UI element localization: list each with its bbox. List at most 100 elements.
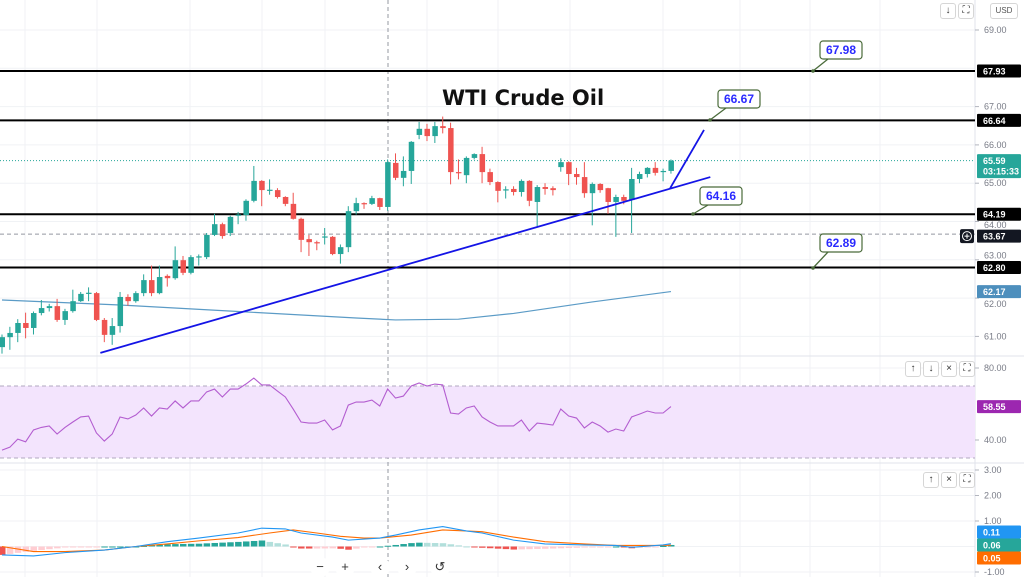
reset-chart-button[interactable]: ↺ <box>430 557 450 577</box>
candle-body <box>503 189 509 191</box>
callout-pointer <box>812 58 829 72</box>
level-badge-text: 66.64 <box>983 116 1006 126</box>
candle <box>432 121 438 143</box>
candle-body <box>574 174 580 178</box>
candle <box>337 244 344 264</box>
macd-histogram-bar <box>0 546 6 555</box>
candle <box>408 141 415 184</box>
trendline[interactable] <box>669 129 705 189</box>
price-axis[interactable]: 69.00 67.00 66.00 65.00 64.00 63.00 62.00 61.00… <box>960 25 1021 577</box>
maximize-icon[interactable]: ⛶ <box>958 3 974 19</box>
callout-anchor <box>811 69 815 73</box>
scroll-right-button[interactable]: › <box>397 557 417 577</box>
macd-move-up-icon[interactable]: ↑ <box>923 472 939 488</box>
candle <box>164 274 171 287</box>
macd-histogram-bar <box>305 546 313 549</box>
zoom-in-button[interactable]: + <box>335 557 355 577</box>
macd-histogram-bar <box>463 546 470 548</box>
macd-histogram-bar <box>447 544 455 547</box>
price-callout[interactable]: 67.98 <box>811 40 863 73</box>
candle-body <box>62 311 68 320</box>
macd-histogram-bar <box>250 540 258 547</box>
ma-badge-bg <box>977 285 1021 299</box>
candle-body <box>660 170 667 173</box>
candle <box>15 319 21 343</box>
candle-body <box>259 180 265 191</box>
candle <box>267 179 273 195</box>
macd-histogram-bar <box>140 545 148 547</box>
candle-body <box>298 218 305 240</box>
candle-body <box>38 308 45 314</box>
candle-body <box>369 198 375 204</box>
candle <box>0 334 5 354</box>
candle-body <box>432 126 438 137</box>
macd-maximize-icon[interactable]: ⛶ <box>959 472 975 488</box>
candle-body <box>93 293 100 320</box>
candle-body <box>46 306 53 309</box>
callout-pointer <box>709 107 727 121</box>
candle <box>542 183 549 195</box>
macd-histogram-bar <box>14 546 22 553</box>
macd-histogram-bar <box>400 544 407 547</box>
candle <box>534 185 541 227</box>
candle-body <box>109 326 116 335</box>
macd-histogram-bar <box>93 546 100 548</box>
zoom-out-button[interactable]: − <box>310 557 330 577</box>
candle-body <box>172 260 179 279</box>
candle-body <box>0 337 5 348</box>
scroll-left-button[interactable]: ‹ <box>370 557 390 577</box>
macd-histogram-bar <box>321 546 329 549</box>
candle <box>558 158 564 172</box>
macd-histogram-bar <box>313 546 321 549</box>
candle <box>471 153 478 160</box>
callout-box <box>717 89 761 109</box>
rsi-maximize-icon[interactable]: ⛶ <box>959 361 975 377</box>
macd-histogram-bar <box>6 546 14 554</box>
candle-body <box>463 157 470 176</box>
trendline[interactable] <box>100 176 711 354</box>
candle <box>125 294 131 306</box>
macd-histogram-bar <box>368 546 376 548</box>
candle-body <box>70 301 76 312</box>
price-callouts[interactable]: 67.98 66.67 64.16 62.89 <box>691 40 863 270</box>
macd-histogram-bar <box>542 546 549 549</box>
macd-histogram-bar <box>518 546 525 550</box>
price-callout[interactable]: 64.16 <box>691 186 743 216</box>
ma-badge-text: 62.17 <box>983 287 1006 297</box>
macd-histogram-bar <box>667 544 675 547</box>
chart-title: WTI Crude Oil <box>442 86 604 110</box>
macd-close-icon[interactable]: × <box>941 472 957 488</box>
callout-pointer <box>692 204 709 215</box>
candle <box>211 213 218 237</box>
candle-body <box>337 247 344 255</box>
scroll-down-icon[interactable]: ↓ <box>940 3 956 19</box>
candle-body <box>353 203 360 212</box>
rsi-close-icon[interactable]: × <box>941 361 957 377</box>
signal-value-badge-bg <box>977 551 1021 565</box>
candle <box>518 179 525 197</box>
candle <box>377 197 383 211</box>
candle-body <box>54 306 61 320</box>
callout-box <box>699 186 743 206</box>
trendlines[interactable] <box>100 129 711 354</box>
add-alert-icon[interactable] <box>960 229 974 244</box>
candle-body <box>385 162 391 207</box>
macd-histogram-bar <box>266 541 274 547</box>
price-callout[interactable]: 62.89 <box>811 233 863 270</box>
signal-value-badge-text: 0.05 <box>983 554 1001 564</box>
candle <box>526 180 533 207</box>
macd-histogram-bar <box>534 546 541 549</box>
candle-body <box>7 332 13 338</box>
currency-button[interactable]: USD <box>990 3 1018 19</box>
macd-histogram-bar <box>164 544 171 547</box>
callout-anchor <box>811 266 815 270</box>
price-callout[interactable]: 66.67 <box>708 89 761 122</box>
rsi-move-down-icon[interactable]: ↓ <box>923 361 939 377</box>
macd-line <box>1 526 672 557</box>
macd-histogram-bar <box>510 546 518 550</box>
rsi-move-up-icon[interactable]: ↑ <box>905 361 921 377</box>
level-badge: 67.93 <box>977 64 1021 78</box>
macd-histogram-bar <box>479 546 486 548</box>
candle <box>133 291 139 303</box>
